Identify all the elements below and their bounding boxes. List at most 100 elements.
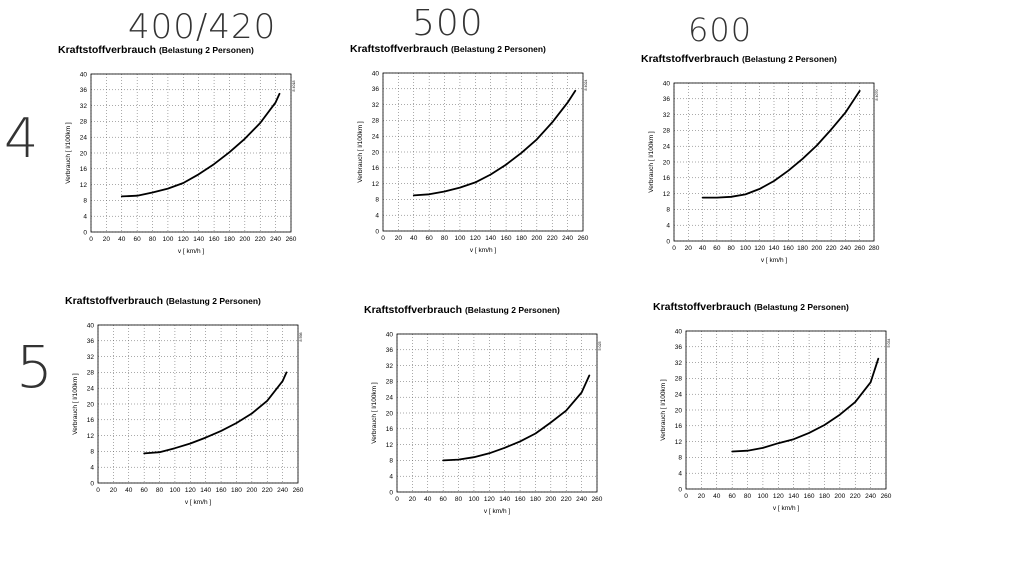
x-tick-label: 140: [193, 236, 204, 243]
y-axis-label: Verbrauch [ l/100km ]: [72, 373, 79, 435]
y-tick-label: 40: [372, 70, 380, 77]
y-axis-label: Verbrauch [ l/100km ]: [371, 382, 378, 444]
y-tick-label: 24: [675, 392, 683, 399]
y-tick-label: 16: [80, 166, 88, 173]
chart-6: Kraftstoffverbrauch (Belastung 2 Persone…: [653, 301, 923, 526]
x-tick-label: 240: [277, 487, 288, 494]
chart-title: Kraftstoffverbrauch (Belastung 2 Persone…: [58, 44, 254, 56]
y-tick-label: 32: [372, 102, 380, 109]
x-tick-label: 120: [185, 487, 196, 494]
x-tick-label: 20: [698, 493, 706, 500]
y-tick-label: 0: [90, 480, 94, 487]
series-line: [731, 357, 880, 453]
x-tick-label: 180: [797, 245, 808, 252]
chart-2: Kraftstoffverbrauch (Belastung 2 Persone…: [350, 43, 620, 268]
x-tick-label: 140: [788, 493, 799, 500]
x-tick-label: 100: [454, 235, 465, 242]
x-tick-label: 220: [826, 245, 837, 252]
y-tick-label: 32: [663, 112, 671, 119]
x-tick-label: 180: [224, 236, 235, 243]
y-tick-label: 20: [372, 149, 380, 156]
x-tick-label: 60: [713, 245, 721, 252]
plot-frame: [673, 82, 875, 242]
y-tick-label: 0: [83, 229, 87, 236]
y-tick-label: 36: [675, 344, 683, 351]
chart-title: Kraftstoffverbrauch (Belastung 2 Persone…: [65, 295, 261, 307]
x-tick-label: 120: [484, 496, 495, 503]
chart-plot: 0 20 40 60 80 100 120 140 160 180 200 220 240 260 280 0…: [648, 80, 880, 264]
y-tick-label: 4: [666, 223, 670, 230]
x-tick-label: 220: [561, 496, 572, 503]
x-tick-label: 60: [134, 236, 142, 243]
x-tick-label: 20: [110, 487, 118, 494]
x-tick-label: 280: [869, 245, 880, 252]
x-axis-label: v [ km/h ]: [178, 248, 205, 255]
chart-subtitle: (Belastung 2 Personen): [450, 44, 546, 54]
y-axis-label: Verbrauch [ l/100km ]: [357, 121, 364, 183]
y-tick-label: 12: [386, 442, 394, 449]
chart-title: Kraftstoffverbrauch (Belastung 2 Persone…: [641, 53, 837, 65]
x-tick-label: 160: [804, 493, 815, 500]
x-tick-label: 120: [178, 236, 189, 243]
y-tick-label: 0: [678, 486, 682, 493]
y-tick-label: 12: [675, 439, 683, 446]
chart-subtitle: (Belastung 2 Personen): [753, 302, 849, 312]
x-tick-label: 80: [728, 245, 736, 252]
y-tick-label: 4: [389, 474, 393, 481]
x-tick-label: 160: [783, 245, 794, 252]
plot-frame: [396, 333, 598, 493]
series-line: [143, 371, 288, 455]
y-tick-label: 36: [80, 87, 88, 94]
chart-1: Kraftstoffverbrauch (Belastung 2 Persone…: [58, 44, 328, 269]
chart-plot: 0 20 40 60 80 100 120 140 160 180 200 220 240 260 0 4 8 1…: [72, 322, 304, 506]
y-tick-label: 20: [386, 410, 394, 417]
x-tick-label: 80: [441, 235, 449, 242]
chart-title: Kraftstoffverbrauch (Belastung 2 Persone…: [653, 301, 849, 313]
y-tick-label: 20: [675, 407, 683, 414]
y-tick-label: 16: [87, 417, 95, 424]
y-tick-label: 36: [87, 338, 95, 345]
y-tick-label: 12: [80, 182, 88, 189]
x-tick-label: 260: [578, 235, 589, 242]
x-tick-label: 0: [672, 245, 676, 252]
annotation-left-2: 5: [16, 333, 54, 401]
x-tick-label: 120: [773, 493, 784, 500]
x-tick-label: 40: [125, 487, 133, 494]
y-tick-label: 28: [87, 370, 95, 377]
chart-code: 8 4070: [875, 90, 879, 101]
y-tick-label: 32: [80, 103, 88, 110]
y-tick-label: 12: [372, 181, 380, 188]
chart-code: 8 598: [299, 333, 303, 342]
y-tick-label: 20: [663, 159, 671, 166]
x-tick-label: 60: [440, 496, 448, 503]
y-tick-label: 24: [87, 386, 95, 393]
chart-title: Kraftstoffverbrauch (Belastung 2 Persone…: [364, 304, 560, 316]
chart-5: Kraftstoffverbrauch (Belastung 2 Persone…: [364, 304, 634, 529]
y-tick-label: 40: [663, 80, 671, 87]
x-tick-label: 200: [531, 235, 542, 242]
chart-title: Kraftstoffverbrauch (Belastung 2 Persone…: [350, 43, 546, 55]
y-tick-label: 32: [386, 363, 394, 370]
x-tick-label: 240: [576, 496, 587, 503]
y-tick-label: 40: [675, 328, 683, 335]
x-tick-label: 0: [395, 496, 399, 503]
x-tick-label: 160: [501, 235, 512, 242]
y-axis-label: Verbrauch [ l/100km ]: [648, 131, 655, 193]
x-tick-label: 40: [713, 493, 721, 500]
chart-subtitle: (Belastung 2 Personen): [464, 305, 560, 315]
x-tick-label: 60: [729, 493, 737, 500]
y-tick-label: 0: [389, 489, 393, 496]
x-tick-label: 160: [515, 496, 526, 503]
chart-plot: 0 20 40 60 80 100 120 140 160 180 200 220 240 260 0 4 8 1…: [371, 331, 603, 515]
x-tick-label: 200: [246, 487, 257, 494]
y-tick-label: 4: [375, 213, 379, 220]
x-tick-label: 260: [293, 487, 304, 494]
x-tick-label: 240: [562, 235, 573, 242]
chart-subtitle: (Belastung 2 Personen): [158, 45, 254, 55]
x-tick-label: 40: [118, 236, 126, 243]
series-line: [701, 90, 861, 199]
y-tick-label: 4: [678, 471, 682, 478]
x-tick-label: 100: [162, 236, 173, 243]
plot-frame: [382, 72, 584, 232]
x-tick-label: 140: [769, 245, 780, 252]
